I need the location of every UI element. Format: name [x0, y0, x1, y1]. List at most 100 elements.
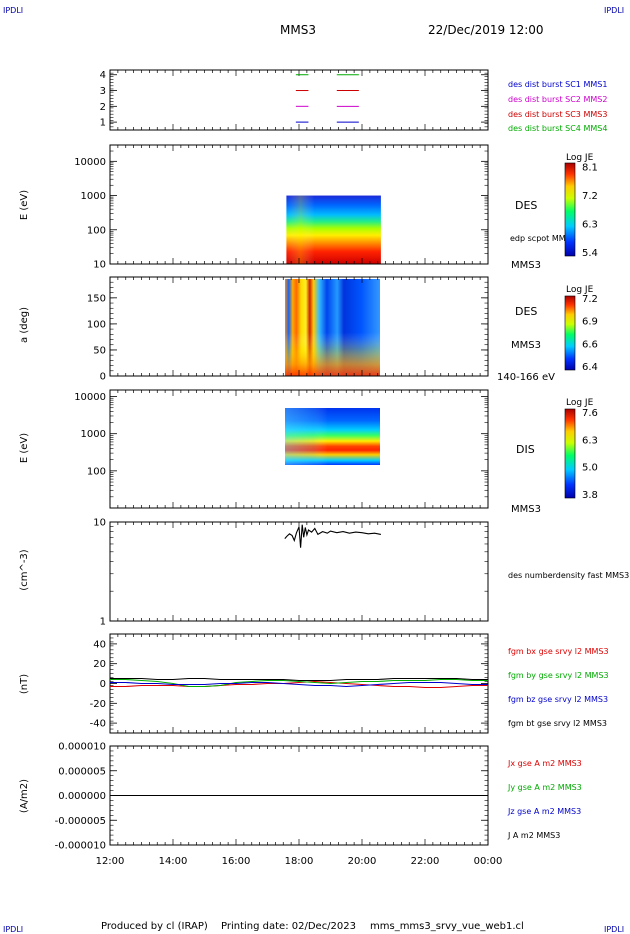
y-tick-label: 150: [87, 293, 106, 304]
y-axis-label-dis-energy: E (eV): [19, 433, 30, 463]
y-tick-label: 2: [100, 102, 106, 113]
y-axis-label-bfield: (nT): [19, 674, 30, 694]
corner-label-bottom-left: IPDLI: [3, 925, 23, 934]
colorbar-tick-label: 6.3: [582, 435, 598, 446]
y-tick-label: 10: [93, 260, 106, 271]
series-line: [110, 677, 488, 682]
colorbar-title: Log JE: [566, 153, 594, 163]
y-tick-label: 0: [100, 679, 106, 690]
legend-sc3: des dist burst SC3 MMS3: [508, 110, 607, 119]
time-tick-label: 22:00: [411, 856, 440, 867]
colorbar-dis-energy: [564, 408, 576, 499]
legend-bx: fgm bx gse srvy l2 MMS3: [508, 647, 609, 656]
y-tick-label: 0.000005: [58, 766, 106, 777]
series-line: [110, 680, 488, 689]
legend-by: fgm by gse srvy l2 MMS3: [508, 671, 609, 680]
y-tick-label: 4: [100, 70, 106, 81]
colorbar-des-energy: [564, 162, 576, 257]
side-label-dis: DIS: [516, 443, 535, 456]
colorbar-tick-label: 5.0: [582, 463, 598, 474]
legend-j: J A m2 MMS3: [507, 831, 560, 840]
colorbar-tick-label: 6.3: [582, 219, 598, 230]
y-tick-label: 1000: [81, 191, 106, 202]
panel-current: -0.000010 -0.000005 0.000000 0.000005 0.0000…: [19, 742, 582, 852]
colorbar-tick-label: 5.4: [582, 248, 598, 259]
series-line: [110, 681, 488, 688]
panel-des-pitch: 0 50 100 150 a (deg) DES MMS3 140-166 eV Lo…: [19, 276, 598, 383]
y-tick-label: 0: [100, 372, 106, 383]
colorbar-tick-label: 8.1: [582, 162, 598, 173]
panel-density: 1 10 (cm^-3) des numberdensity fast MMS3: [19, 518, 629, 628]
series-line: [284, 524, 382, 548]
y-tick-label: 1: [100, 617, 106, 628]
y-tick-label: 20: [93, 659, 106, 670]
y-tick-label: -0.000010: [55, 841, 106, 852]
y-tick-label: 0.000010: [58, 742, 106, 753]
y-tick-label: -20: [90, 699, 106, 710]
corner-label-top-right: IPDLI: [604, 6, 624, 15]
y-tick-label: 10000: [74, 157, 106, 168]
colorbar-tick-label: 7.2: [582, 191, 598, 202]
colorbar-title: Log JE: [566, 285, 594, 295]
y-tick-label: 3: [100, 86, 106, 97]
des-energy-spectrogram-overlay: [286, 195, 381, 264]
time-tick-label: 20:00: [348, 856, 377, 867]
y-tick-label: 1: [100, 118, 106, 129]
colorbar-title: Log JE: [566, 398, 594, 408]
colorbar-tick-label: 6.6: [582, 339, 598, 350]
y-axis-label-density: (cm^-3): [19, 549, 30, 590]
legend-bz: fgm bz gse srvy l2 MMS3: [508, 695, 608, 704]
des-pitch-spectrogram-overlay: [285, 279, 380, 376]
y-tick-label: -0.000005: [55, 816, 106, 827]
footer-printing-date: Printing date: 02/Dec/2023: [221, 921, 356, 932]
colorbar-tick-label: 7.6: [582, 408, 598, 419]
panel-frame: [109, 69, 489, 131]
energy-band-label: 140-166 eV: [497, 372, 555, 383]
spacecraft-title: MMS3: [280, 23, 316, 37]
y-tick-label: 10: [93, 518, 106, 529]
side-label-sc: MMS3: [511, 340, 541, 351]
y-tick-label: 0.000000: [58, 791, 106, 802]
time-tick-label: 00:00: [474, 856, 503, 867]
y-tick-label: 100: [87, 319, 106, 330]
panel-frame: [109, 633, 489, 734]
legend-jy: Jy gse A m2 MMS3: [507, 783, 582, 792]
side-label-sc: MMS3: [511, 504, 541, 515]
colorbar-tick-label: 3.8: [582, 490, 598, 501]
side-label-des: DES: [515, 199, 537, 212]
y-tick-label: 40: [93, 639, 106, 650]
corner-label-bottom-right: IPDLI: [604, 925, 624, 934]
panel-frame: [109, 521, 489, 622]
y-tick-label: 1000: [81, 429, 106, 440]
y-axis-label-current: (A/m2): [19, 779, 30, 813]
time-tick-label: 18:00: [285, 856, 314, 867]
y-tick-label: 100: [87, 466, 106, 477]
legend-sc4: des dist burst SC4 MMS4: [508, 124, 607, 133]
legend-sc1: des dist burst SC1 MMS1: [508, 80, 607, 89]
panel-burst: 1 2 3 4 des dist burst SC1 MMS1 des dist bu…: [100, 69, 607, 133]
footer-produced: Produced by cl (IRAP): [101, 921, 208, 932]
colorbar-tick-label: 7.2: [582, 294, 598, 305]
y-tick-label: 100: [87, 225, 106, 236]
time-tick-label: 12:00: [96, 856, 125, 867]
side-label-des: DES: [515, 305, 537, 318]
y-axis-label-pitch: a (deg): [19, 307, 30, 343]
legend-bt: fgm bt gse srvy l2 MMS3: [508, 719, 607, 728]
legend-jz: Jz gse A m2 MMS3: [507, 807, 581, 816]
colorbar-tick-label: 6.4: [582, 362, 598, 373]
corner-label-top-left: IPDLI: [3, 6, 23, 15]
panel-des-energy: 10 100 1000 10000 E (eV) DES edp scpot MMS3…: [19, 144, 598, 271]
colorbar-des-pitch: [564, 295, 576, 371]
overlay-label-scpot: edp scpot MMS3: [510, 234, 576, 243]
dis-energy-spectrogram-overlay: [285, 408, 380, 465]
side-label-sc: MMS3: [511, 260, 541, 271]
footer-filename: mms_mms3_srvy_vue_web1.cl: [370, 921, 524, 932]
panel-dis-energy: 100 1000 10000 E (eV) DIS MMS3 Log JE 3.8 5…: [19, 389, 598, 515]
y-axis-label-des-energy: E (eV): [19, 190, 30, 220]
series-line: [110, 678, 488, 688]
y-tick-label: 10000: [74, 392, 106, 403]
time-tick-label: 14:00: [159, 856, 188, 867]
legend-jx: Jx gse A m2 MMS3: [507, 759, 582, 768]
legend-sc2: des dist burst SC2 MMS2: [508, 95, 607, 104]
